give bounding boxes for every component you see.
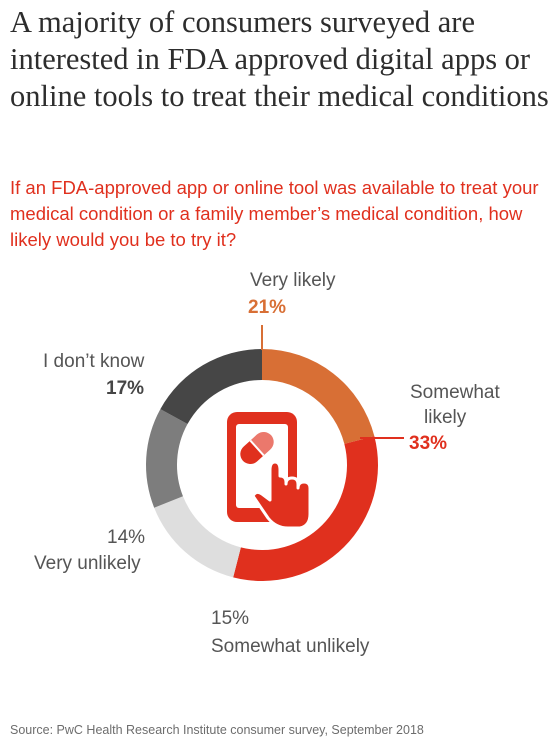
donut-slice-very-likely <box>262 349 375 444</box>
label-somewhat-likely-line2: likely <box>424 407 467 428</box>
headline: A majority of consumers surveyed are int… <box>10 5 549 113</box>
label-very-unlikely: Very unlikely <box>34 553 141 574</box>
label-very-likely: Very likely <box>250 270 336 291</box>
label-somewhat-likely-line1: Somewhat <box>410 382 500 403</box>
value-very-likely: 21% <box>248 297 286 318</box>
label-dont-know: I don’t know <box>43 351 145 372</box>
phone-touch-pill-icon <box>227 412 312 530</box>
donut-slice-somewhat-likely <box>233 436 378 582</box>
value-somewhat-unlikely: 15% <box>211 608 249 629</box>
donut-slice-very-unlikely <box>146 409 188 508</box>
donut-slice-i-don-t-know <box>160 349 262 425</box>
donut-slices <box>146 349 378 582</box>
source-note: Source: PwC Health Research Institute co… <box>10 723 424 737</box>
donut-slice-somewhat-unlikely <box>154 496 241 578</box>
value-somewhat-likely: 33% <box>409 433 447 454</box>
value-dont-know: 17% <box>106 378 144 399</box>
value-very-unlikely: 14% <box>107 527 145 548</box>
label-somewhat-unlikely: Somewhat unlikely <box>211 636 370 657</box>
survey-question: If an FDA-approved app or online tool wa… <box>10 177 539 250</box>
